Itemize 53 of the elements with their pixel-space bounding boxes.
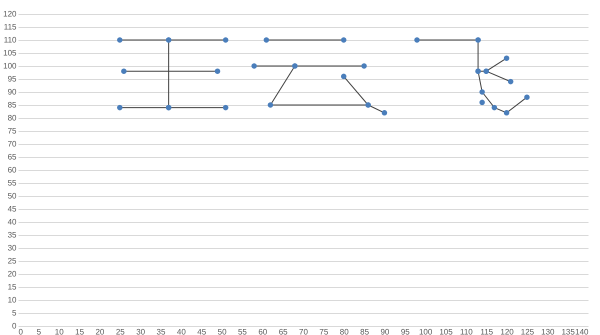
x-tick-label: 15 <box>75 328 85 335</box>
x-tick-label: 85 <box>360 328 370 335</box>
y-tick-label: 120 <box>3 10 18 18</box>
y-tick-label: 75 <box>8 126 18 136</box>
y-tick-label: 40 <box>8 218 18 226</box>
x-tick-label: 115 <box>480 328 494 335</box>
x-tick-label: 125 <box>520 328 535 335</box>
y-tick-label: 85 <box>8 100 18 110</box>
x-tick-label: 10 <box>54 328 64 335</box>
x-tick-label: 25 <box>116 328 126 335</box>
y-tick-label: 95 <box>8 74 18 84</box>
x-tick-label: 65 <box>278 328 288 335</box>
x-tick-label: 95 <box>400 328 410 335</box>
y-tick-label: 5 <box>12 308 18 318</box>
y-tick-label: 100 <box>3 62 18 70</box>
x-tick-label: 140 <box>575 328 590 335</box>
x-tick-label: 55 <box>238 328 248 335</box>
x-tick-label: 135 <box>561 328 576 335</box>
x-tick-label: 100 <box>418 328 433 335</box>
y-tick-label: 10 <box>8 296 18 304</box>
x-tick-label: 110 <box>460 328 474 335</box>
y-tick-label: 90 <box>8 88 18 96</box>
x-tick-label: 130 <box>541 328 556 335</box>
y-tick-label: 25 <box>8 256 18 266</box>
y-tick-label: 50 <box>8 192 18 200</box>
x-tick-label: 80 <box>340 328 350 335</box>
y-tick-label: 105 <box>3 48 18 58</box>
y-tick-label: 80 <box>8 114 18 122</box>
y-tick-label: 15 <box>8 282 18 292</box>
y-tick-label: 115 <box>4 22 18 32</box>
y-tick-label: 45 <box>8 204 18 214</box>
y-tick-label: 55 <box>8 178 18 188</box>
x-tick-label: 5 <box>36 328 42 335</box>
x-tick-label: 120 <box>500 328 514 335</box>
x-tick-label: 50 <box>218 328 228 335</box>
y-tick-label: 110 <box>4 36 18 44</box>
x-tick-label: 35 <box>156 328 166 335</box>
y-tick-label: 70 <box>8 140 18 148</box>
x-tick-label: 90 <box>380 328 390 335</box>
x-tick-label: 75 <box>319 328 329 335</box>
y-tick-label: 60 <box>8 166 18 174</box>
x-tick-label: 60 <box>258 328 268 335</box>
x-tick-label: 0 <box>18 328 24 335</box>
y-tick-label: 30 <box>8 244 18 252</box>
y-tick-label: 35 <box>8 230 18 240</box>
x-tick-label: 20 <box>95 328 105 335</box>
y-tick-label: 20 <box>8 270 18 278</box>
x-tick-label: 45 <box>197 328 207 335</box>
y-tick-label: 65 <box>8 152 18 162</box>
x-tick-label: 105 <box>439 328 454 335</box>
x-tick-label: 30 <box>136 328 146 335</box>
x-tick-label: 40 <box>176 328 186 335</box>
x-tick-label: 70 <box>299 328 308 335</box>
